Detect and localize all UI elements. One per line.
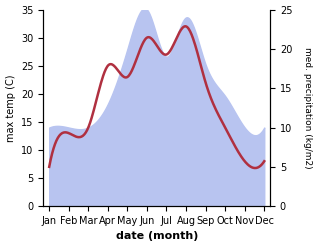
Y-axis label: med. precipitation (kg/m2): med. precipitation (kg/m2) <box>303 47 313 169</box>
Y-axis label: max temp (C): max temp (C) <box>5 74 16 142</box>
X-axis label: date (month): date (month) <box>115 231 198 242</box>
